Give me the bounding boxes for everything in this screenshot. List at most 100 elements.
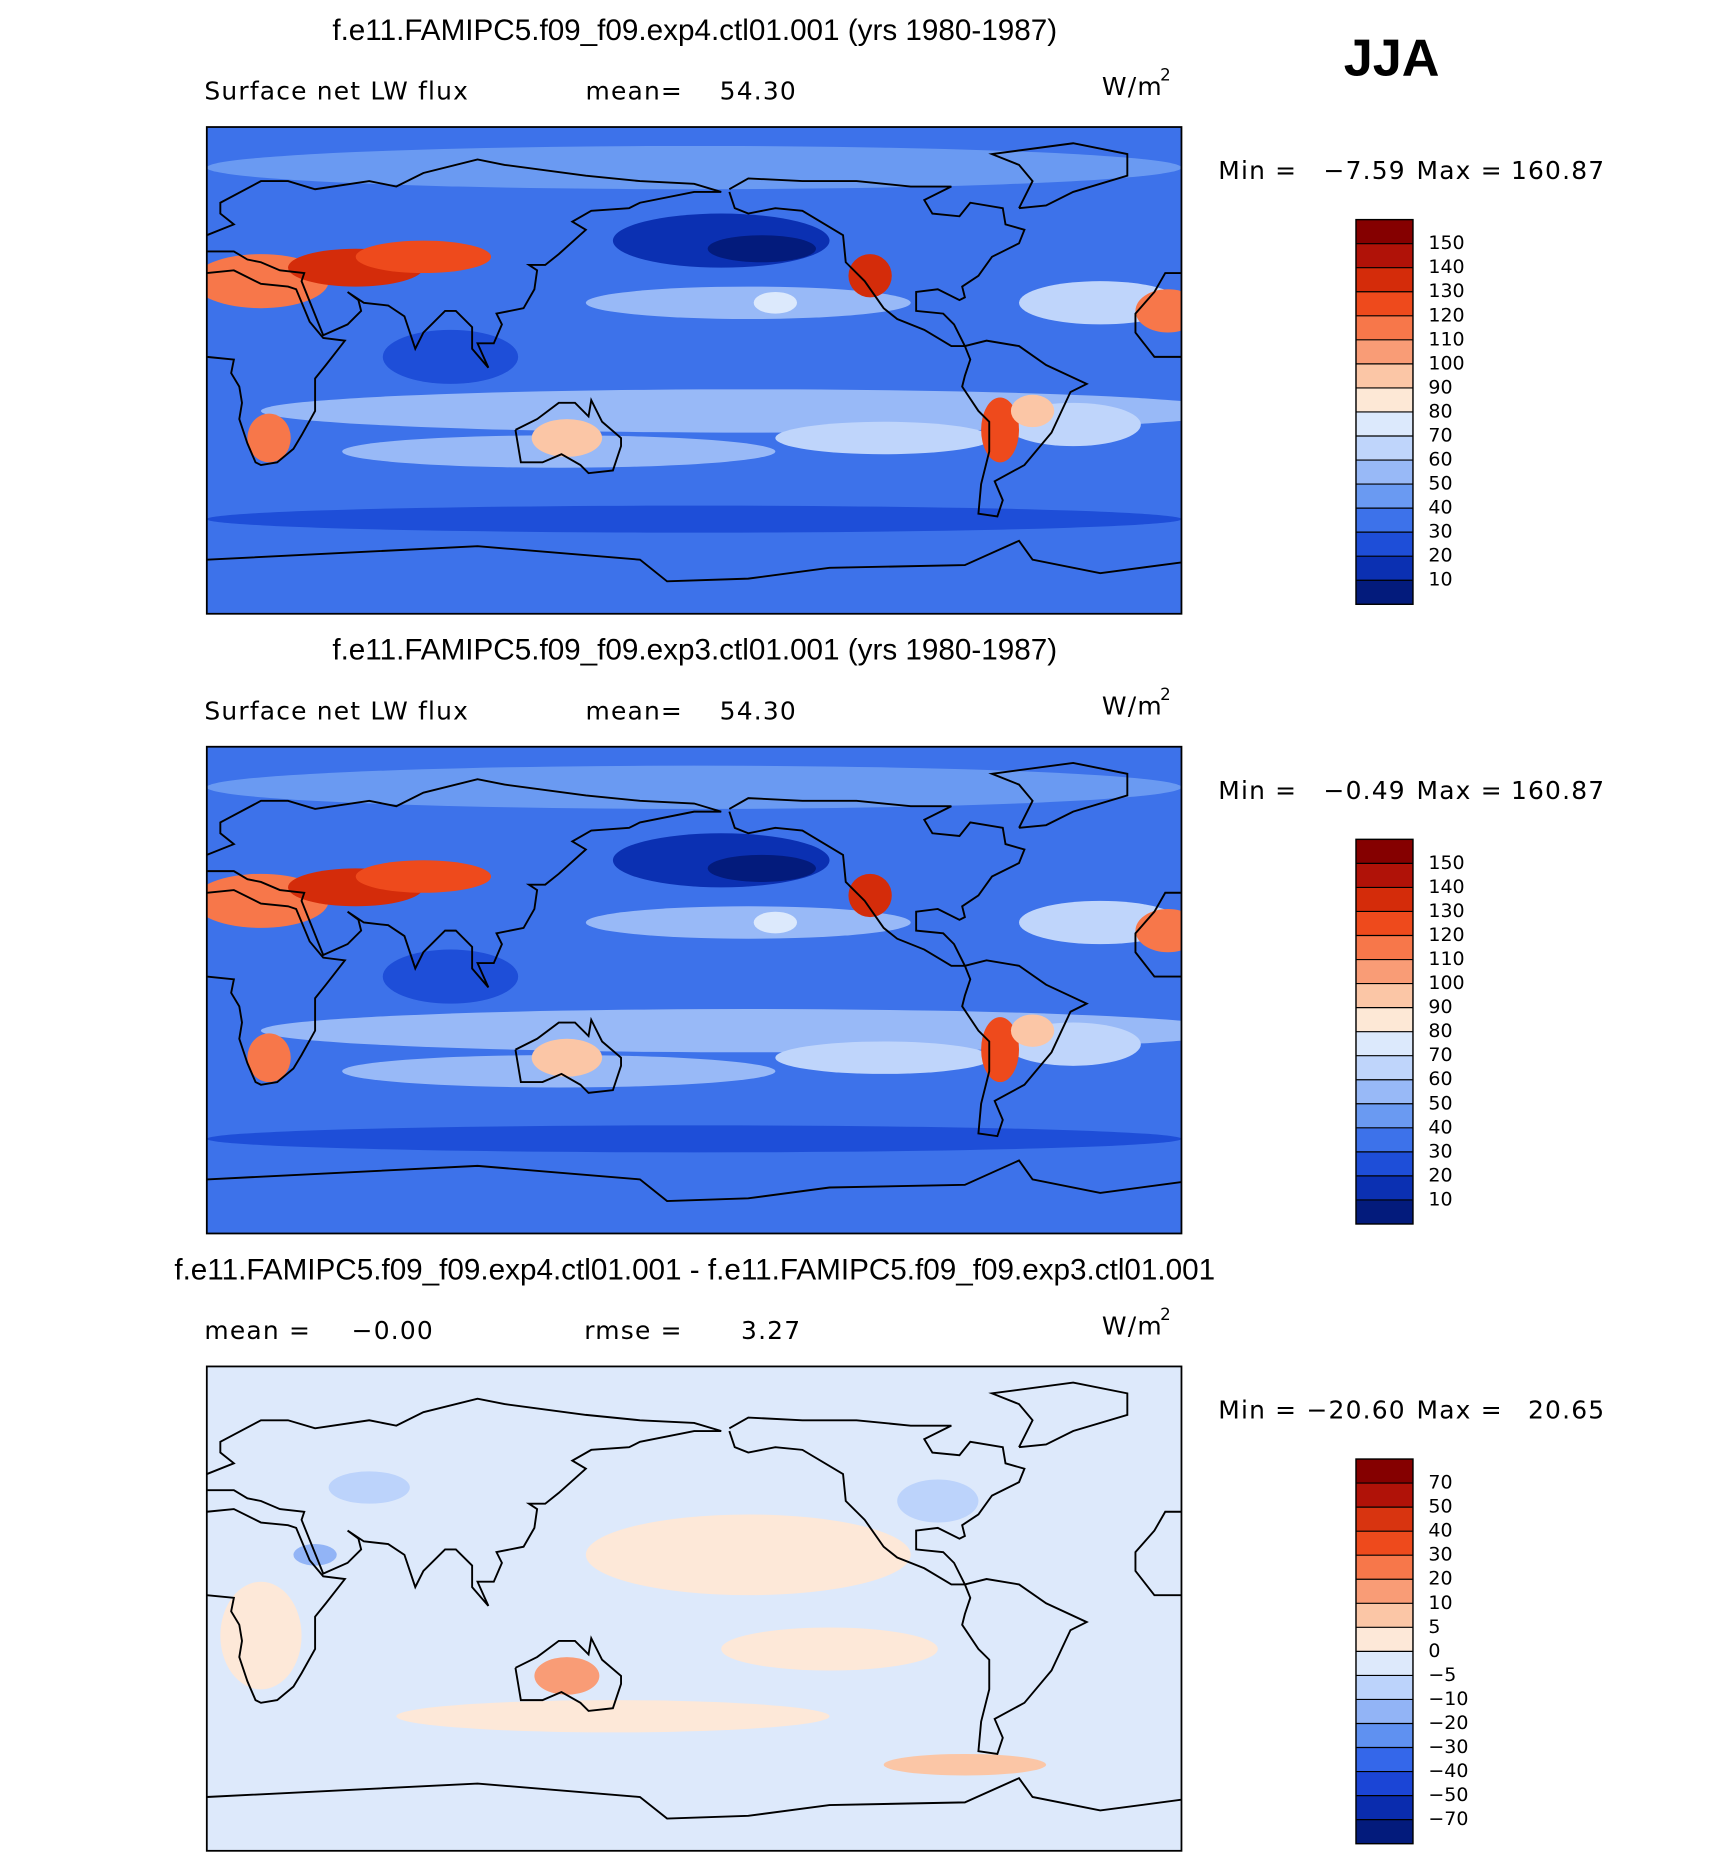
colorbar-box xyxy=(1355,315,1413,340)
colorbar-label: −70 xyxy=(1428,1808,1468,1830)
colorbar-box xyxy=(1355,1795,1413,1820)
colorbar-box xyxy=(1355,267,1413,292)
colorbar-label: 60 xyxy=(1428,1068,1452,1090)
contour-region xyxy=(382,329,519,384)
colorbar-box xyxy=(1355,1747,1413,1772)
stat-label: mean= xyxy=(586,77,683,106)
contour-region xyxy=(775,1041,992,1074)
contour-region xyxy=(1135,908,1182,953)
colorbar-box xyxy=(1355,959,1413,984)
colorbar-label: −5 xyxy=(1428,1664,1456,1686)
colorbar-box xyxy=(1355,1771,1413,1796)
coastline xyxy=(206,1776,1182,1820)
colorbar-box xyxy=(1355,1819,1413,1844)
colorbar-label: 40 xyxy=(1428,1520,1452,1542)
coastline xyxy=(514,1635,622,1712)
colorbar-label: 10 xyxy=(1428,1188,1452,1210)
colorbar-box xyxy=(1355,887,1413,912)
units-superscript: 2 xyxy=(1160,1305,1172,1324)
colorbar-box xyxy=(1355,1723,1413,1748)
colorbar-label: 0 xyxy=(1428,1640,1440,1662)
colorbar-box xyxy=(1355,911,1413,936)
colorbar-label: 20 xyxy=(1428,1568,1452,1590)
colorbar-label: 20 xyxy=(1428,1164,1452,1186)
colorbar-label: 80 xyxy=(1428,400,1452,422)
contour-region xyxy=(848,254,892,298)
colorbar-label: 40 xyxy=(1428,1116,1452,1138)
colorbar-label: −40 xyxy=(1428,1760,1468,1782)
colorbar-label: −30 xyxy=(1428,1736,1468,1758)
colorbar-box xyxy=(1355,1507,1413,1532)
contour-region xyxy=(206,1125,1182,1153)
coastline xyxy=(206,889,347,1086)
min-label: Min = xyxy=(1218,1396,1297,1425)
colorbar-label: 40 xyxy=(1428,497,1452,519)
contour-region xyxy=(775,421,992,455)
colorbar-frame xyxy=(1355,218,1414,605)
units-superscript: 2 xyxy=(1160,65,1172,84)
colorbar-box xyxy=(1355,1579,1413,1604)
colorbar-box xyxy=(1355,1007,1413,1032)
contour-region xyxy=(707,854,816,882)
panel-title: f.e11.FAMIPC5.f09_f09.exp4.ctl01.001 (yr… xyxy=(332,14,1057,47)
colorbar-label: 150 xyxy=(1428,232,1464,254)
colorbar-box xyxy=(1355,484,1413,509)
contour-region xyxy=(585,1514,911,1596)
coastline xyxy=(728,1416,1026,1586)
contour-region xyxy=(355,860,492,893)
coastline xyxy=(206,1397,722,1607)
coastline xyxy=(728,177,1026,348)
colorbar-label: −50 xyxy=(1428,1784,1468,1806)
colorbar-label: 70 xyxy=(1428,1044,1452,1066)
colorbar-label: 5 xyxy=(1428,1616,1440,1638)
max-value: 160.87 xyxy=(1511,156,1605,185)
contour-region xyxy=(206,765,1182,809)
map xyxy=(206,127,1182,614)
coastline xyxy=(206,778,722,989)
stat-label: mean= xyxy=(586,696,683,725)
contour-region xyxy=(355,240,492,274)
colorbar-label: 140 xyxy=(1428,876,1464,898)
contour-region xyxy=(247,413,291,463)
coastline xyxy=(988,761,1129,829)
coastline xyxy=(514,397,622,475)
colorbar-box xyxy=(1355,435,1413,461)
min-label: Min = xyxy=(1218,156,1297,185)
coastline xyxy=(514,1016,622,1094)
colorbar-label: 30 xyxy=(1428,521,1452,543)
max-label: Max = xyxy=(1417,1396,1503,1425)
map-frame xyxy=(205,745,1183,1235)
coastline xyxy=(961,959,1089,1138)
stat-value: 3.27 xyxy=(741,1316,801,1345)
coastline xyxy=(988,142,1129,210)
colorbar-label: 70 xyxy=(1428,424,1452,446)
units: W/m xyxy=(1102,72,1163,101)
units-superscript: 2 xyxy=(1160,685,1172,704)
colorbar-label: 120 xyxy=(1428,924,1464,946)
stat-value: 54.30 xyxy=(720,77,797,106)
colorbar-frame xyxy=(1355,838,1414,1225)
colorbar-box xyxy=(1355,1127,1413,1152)
contour-region xyxy=(1010,1014,1055,1047)
contour-region xyxy=(531,419,603,457)
colorbar-label: 20 xyxy=(1428,545,1452,567)
colorbar-box xyxy=(1355,291,1413,316)
colorbar-box xyxy=(1355,1199,1413,1224)
min-value: −20.60 xyxy=(1306,1396,1405,1425)
coastline xyxy=(206,539,1182,583)
colorbar-label: 120 xyxy=(1428,304,1464,326)
colorbar-label: 30 xyxy=(1428,1140,1452,1162)
map xyxy=(206,746,1182,1234)
coastline xyxy=(206,1159,1182,1202)
colorbar-box xyxy=(1355,1151,1413,1176)
colorbar-box xyxy=(1355,219,1413,244)
coastline xyxy=(206,158,722,369)
colorbar-label: −10 xyxy=(1428,1688,1468,1710)
colorbar-box xyxy=(1355,460,1413,485)
contour-region xyxy=(396,1700,830,1733)
colorbar-label: 100 xyxy=(1428,352,1464,374)
panel-title: f.e11.FAMIPC5.f09_f09.exp3.ctl01.001 (yr… xyxy=(332,634,1057,667)
colorbar-box xyxy=(1355,1483,1413,1508)
colorbar-box xyxy=(1355,1699,1413,1724)
colorbar-box xyxy=(1355,935,1413,960)
